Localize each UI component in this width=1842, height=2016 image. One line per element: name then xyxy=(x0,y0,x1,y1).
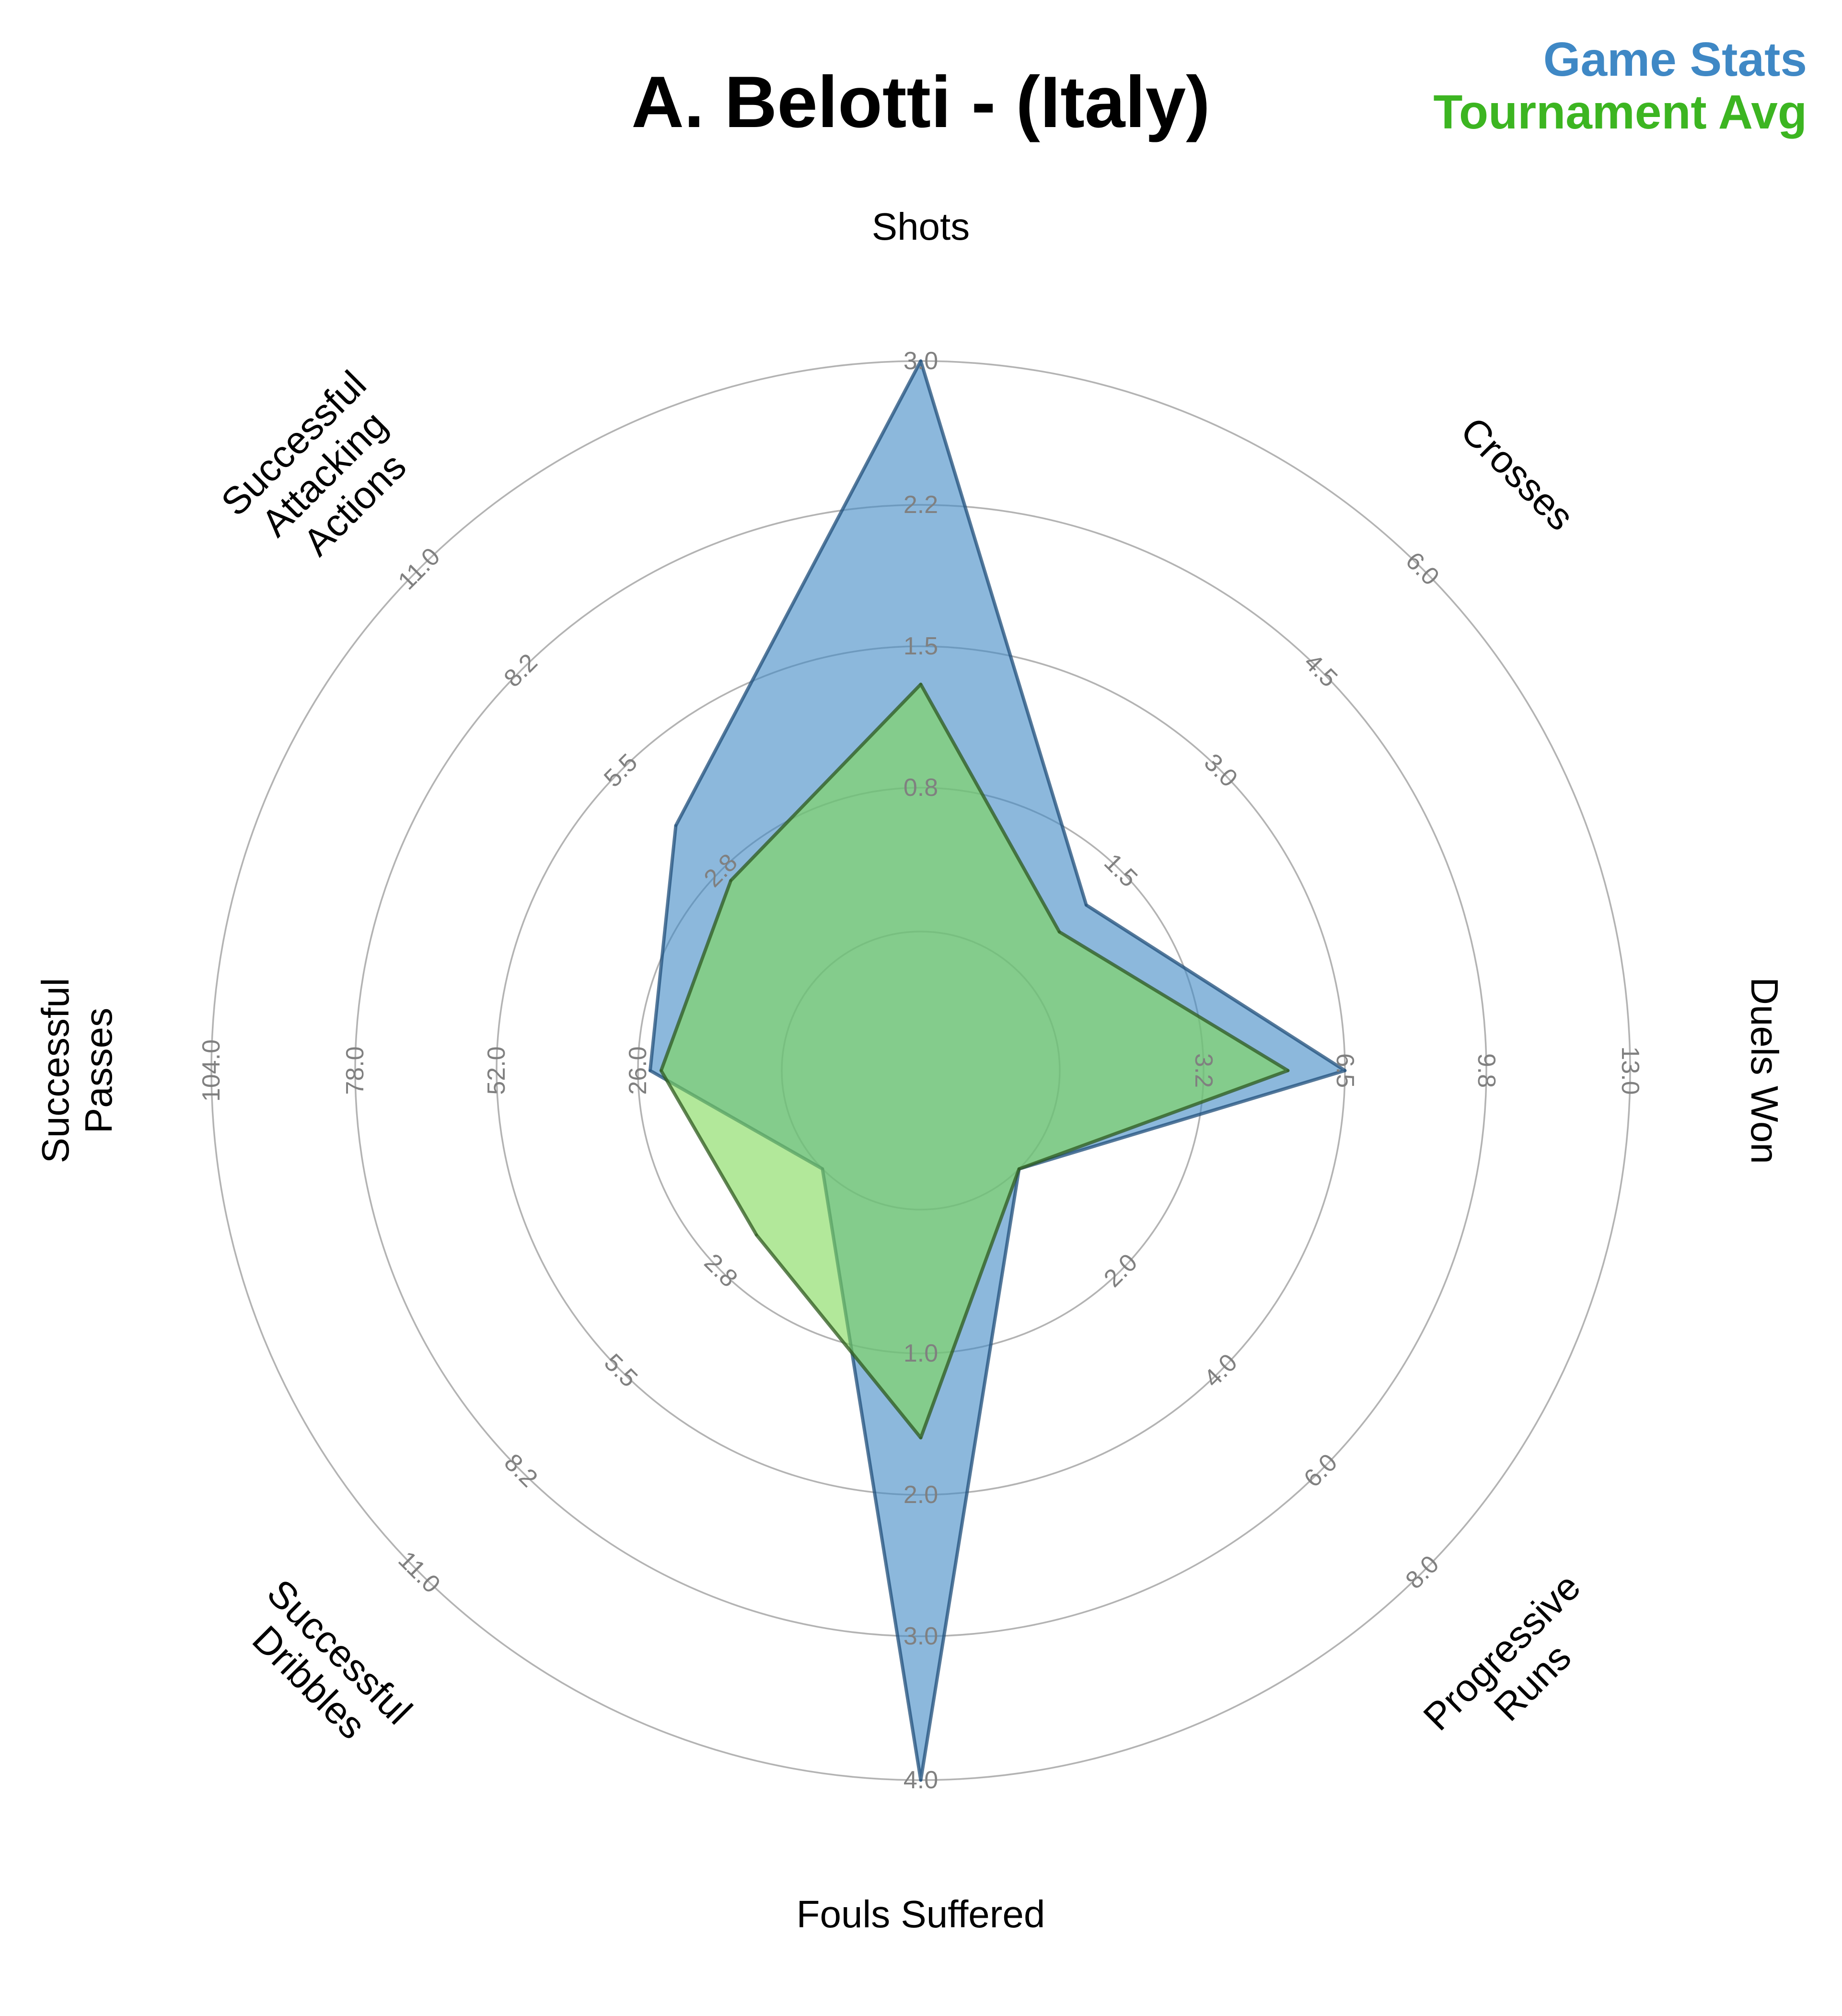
axis-label-successful-attacking-actions: SuccessfulAttackingActions xyxy=(213,362,435,585)
tick-label-crosses-1: 1.5 xyxy=(1099,849,1143,893)
data-point-game-stats-duels-won xyxy=(1344,1069,1346,1072)
data-point-game-stats-shots xyxy=(919,360,922,362)
tick-label-fouls-suffered-1: 1.0 xyxy=(904,1340,938,1367)
tick-label-duels-won-2: 6.5 xyxy=(1331,1053,1359,1088)
axis-label-fouls-suffered: Fouls Suffered xyxy=(797,1893,1045,1935)
legend-game-stats: Game Stats xyxy=(1543,33,1807,86)
data-point-tournament-avg-duels-won xyxy=(1286,1069,1289,1072)
data-point-game-stats-successful-attacking-actions xyxy=(674,824,677,827)
tick-label-successful-passes-4: 104.0 xyxy=(197,1039,225,1102)
tick-label-duels-won-1: 3.2 xyxy=(1190,1053,1217,1088)
tick-label-shots-4: 3.0 xyxy=(904,347,938,375)
axis-label-crosses: Crosses xyxy=(1453,409,1582,538)
tick-label-duels-won-3: 9.8 xyxy=(1472,1053,1500,1088)
tick-label-fouls-suffered-2: 2.0 xyxy=(904,1481,938,1509)
data-point-tournament-avg-successful-passes xyxy=(660,1069,663,1072)
data-point-game-stats-fouls-suffered xyxy=(919,1779,922,1782)
tick-label-successful-passes-3: 78.0 xyxy=(341,1046,369,1095)
data-point-tournament-avg-crosses xyxy=(1058,930,1061,933)
data-point-game-stats-successful-passes xyxy=(649,1069,652,1072)
tick-label-shots-1: 0.8 xyxy=(904,774,938,802)
data-point-tournament-avg-successful-dribbles xyxy=(755,1233,758,1236)
tick-label-fouls-suffered-4: 4.0 xyxy=(904,1766,938,1794)
data-point-tournament-avg-progressive-runs xyxy=(1018,1167,1021,1171)
series-polygons xyxy=(648,359,1347,1782)
tick-label-shots-3: 2.2 xyxy=(904,491,938,519)
tick-label-fouls-suffered-3: 3.0 xyxy=(904,1622,938,1650)
chart-title: A. Belotti - (Italy) xyxy=(631,61,1210,143)
tick-label-duels-won-4: 13.0 xyxy=(1616,1046,1644,1095)
data-point-tournament-avg-successful-attacking-actions xyxy=(729,879,732,882)
axis-label-successful-passes: SuccessfulPasses xyxy=(34,978,120,1164)
tick-label-progressive-runs-1: 2.0 xyxy=(1099,1248,1143,1293)
axis-label-shots: Shots xyxy=(872,205,970,248)
legend-tournament-avg: Tournament Avg xyxy=(1433,85,1807,139)
data-point-tournament-avg-shots xyxy=(919,683,922,686)
tick-label-successful-dribbles-1: 2.8 xyxy=(699,1248,743,1293)
tick-label-shots-2: 1.5 xyxy=(904,632,938,660)
axis-label-successful-dribbles: SuccessfulDribbles xyxy=(229,1571,420,1763)
data-point-game-stats-crosses xyxy=(1085,903,1088,907)
tick-label-successful-passes-1: 26.0 xyxy=(624,1046,652,1095)
series-tournament-avg xyxy=(659,682,1290,1440)
data-point-tournament-avg-fouls-suffered xyxy=(919,1436,922,1439)
tick-label-successful-passes-2: 52.0 xyxy=(483,1046,510,1095)
axis-label-duels-won: Duels Won xyxy=(1743,977,1786,1164)
axis-label-progressive-runs: ProgressiveRuns xyxy=(1415,1565,1619,1769)
